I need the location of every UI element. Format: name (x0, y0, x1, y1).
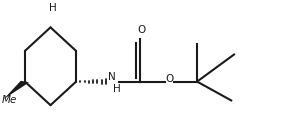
Text: H: H (113, 84, 121, 94)
Text: O: O (137, 25, 145, 35)
Text: H: H (49, 3, 56, 13)
Text: N: N (108, 72, 116, 82)
Text: O: O (165, 74, 174, 84)
Text: Me: Me (1, 95, 17, 105)
Polygon shape (3, 81, 29, 99)
